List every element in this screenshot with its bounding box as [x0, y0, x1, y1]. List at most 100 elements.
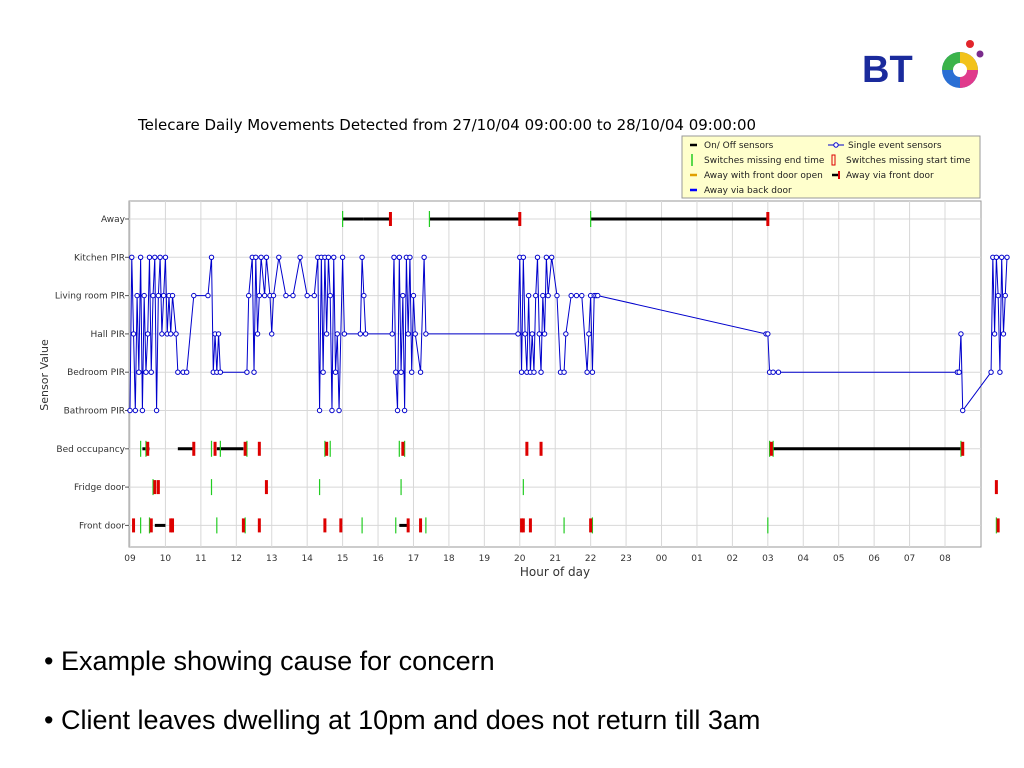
- bt-logo-text: BT: [862, 49, 913, 91]
- single-event-point: [529, 331, 535, 337]
- missing-start-marker: [769, 441, 773, 456]
- single-event-point: [960, 407, 966, 414]
- single-event-point: [208, 254, 215, 260]
- legend-label: Single event sensors: [848, 141, 942, 151]
- x-tick-label: 17: [408, 554, 419, 564]
- legend-item: Away via front door: [832, 171, 934, 181]
- single-event-point: [765, 331, 771, 337]
- missing-start-marker: [518, 212, 522, 226]
- single-event-point: [160, 292, 167, 299]
- x-tick-label: 11: [195, 554, 206, 564]
- single-event-point: [244, 369, 250, 375]
- y-category-label: Living room PIR: [55, 292, 125, 302]
- x-tick-label: 09: [124, 554, 136, 564]
- single-event-point: [405, 331, 411, 337]
- missing-start-marker: [132, 518, 136, 533]
- missing-start-marker: [401, 441, 405, 456]
- legend-label: Away via back door: [704, 186, 792, 196]
- single-event-point: [297, 254, 303, 260]
- single-event-point: [410, 292, 417, 299]
- single-event-point: [541, 331, 548, 337]
- chart-title: Telecare Daily Movements Detected from 2…: [137, 116, 756, 134]
- missing-start-marker: [243, 441, 247, 456]
- missing-start-marker: [149, 518, 153, 533]
- single-event-point: [998, 254, 1005, 260]
- single-event-point: [251, 369, 257, 375]
- single-event-point: [534, 254, 541, 260]
- single-event-point: [283, 292, 289, 299]
- single-event-point: [533, 292, 539, 299]
- missing-start-marker: [241, 518, 245, 533]
- legend-swatch: [838, 171, 840, 179]
- single-event-point: [336, 407, 342, 414]
- single-event-point: [1004, 254, 1010, 260]
- single-event-point: [361, 292, 367, 299]
- single-event-point: [127, 407, 133, 414]
- missing-start-marker: [264, 480, 268, 495]
- single-event-point: [316, 407, 323, 414]
- y-category-label: Away: [101, 215, 126, 225]
- missing-start-marker: [521, 518, 525, 533]
- single-event-point: [595, 292, 601, 299]
- single-event-point: [325, 254, 332, 260]
- single-event-point: [246, 292, 252, 299]
- missing-start-marker: [520, 518, 524, 533]
- single-event-point: [518, 369, 525, 375]
- y-category-label: Kitchen PIR: [74, 253, 125, 263]
- movement-chart: Telecare Daily Movements Detected from 2…: [38, 116, 1010, 579]
- single-event-point: [991, 331, 998, 337]
- single-event-point: [311, 292, 317, 299]
- single-event-point: [254, 331, 261, 337]
- single-event-point: [993, 254, 1000, 260]
- single-event-point: [417, 369, 424, 375]
- single-event-point: [586, 331, 592, 337]
- missing-start-marker: [994, 480, 998, 495]
- single-event-point: [401, 407, 408, 414]
- x-tick-label: 15: [337, 554, 348, 564]
- single-event-point: [290, 292, 296, 299]
- single-event-point: [173, 331, 179, 337]
- legend-swatch: [831, 154, 836, 166]
- single-event-point: [579, 292, 585, 299]
- x-tick-label: 06: [868, 554, 880, 564]
- single-event-point: [217, 369, 224, 375]
- legend-label: Away with front door open: [704, 171, 823, 181]
- y-category-label: Bedroom PIR: [67, 368, 125, 378]
- single-event-point: [396, 254, 403, 260]
- y-category-label: Hall PIR: [91, 330, 125, 340]
- single-event-point: [362, 331, 369, 337]
- x-tick-label: 20: [514, 554, 526, 564]
- single-event-point: [548, 254, 555, 260]
- single-event-point: [253, 254, 259, 260]
- legend-item: Away with front door open: [690, 171, 823, 181]
- single-event-point: [152, 254, 158, 260]
- single-event-point: [339, 254, 346, 260]
- single-event-point: [205, 292, 211, 299]
- bt-logo: BT: [862, 40, 984, 91]
- single-event-point: [359, 254, 365, 260]
- single-event-point: [129, 254, 135, 260]
- legend-item: Away via back door: [690, 186, 792, 196]
- single-event-point: [162, 254, 169, 260]
- single-event-point: [137, 254, 144, 260]
- x-tick-label: 07: [904, 554, 915, 564]
- y-category-label: Bed occupancy: [56, 445, 125, 455]
- single-event-point: [520, 254, 527, 260]
- legend-item: Single event sensors: [828, 141, 942, 151]
- single-event-point: [175, 369, 181, 375]
- single-event-point: [1000, 331, 1007, 337]
- bullet-point-1: • Example showing cause for concern: [44, 646, 495, 676]
- single-event-point: [522, 331, 528, 337]
- single-event-point: [191, 292, 197, 299]
- single-event-point: [153, 407, 160, 414]
- single-event-point: [1002, 292, 1008, 299]
- x-tick-label: 12: [231, 554, 242, 564]
- single-event-point: [393, 369, 399, 375]
- single-event-point: [134, 292, 140, 299]
- single-event-point: [545, 292, 551, 299]
- single-event-point: [412, 331, 418, 337]
- legend-item: Switches missing end time: [691, 154, 825, 166]
- single-event-point: [139, 407, 146, 414]
- single-event-point: [770, 369, 776, 375]
- single-event-point: [563, 331, 569, 337]
